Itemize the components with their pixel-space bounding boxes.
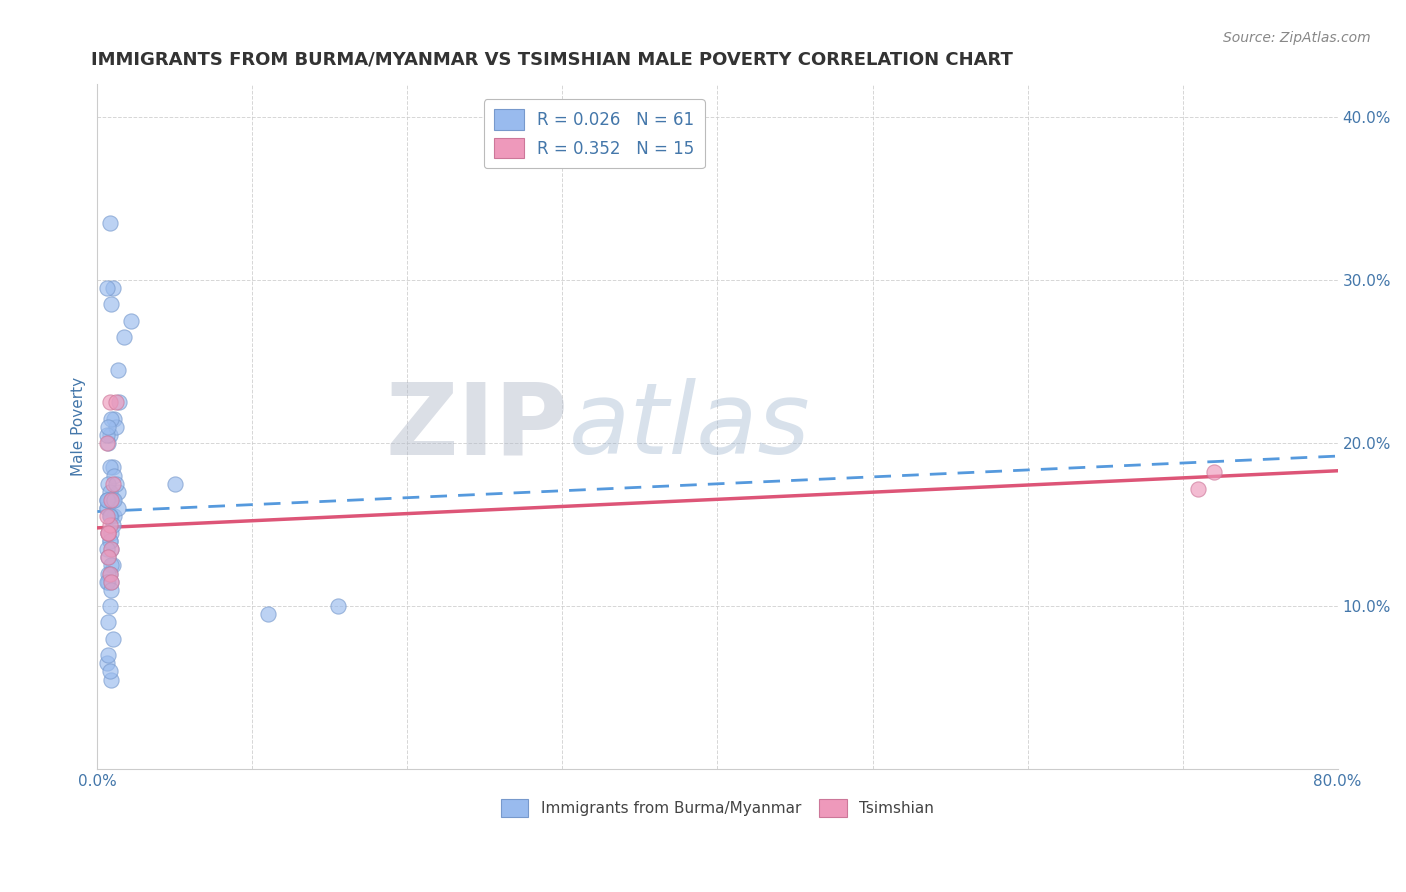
Point (98, 533, 121, 548)
Point (97, 436, 120, 450)
Point (97, 525, 120, 540)
Text: ZIP: ZIP (385, 378, 568, 475)
Point (101, 558, 124, 573)
Point (98, 533, 121, 548)
Point (96, 542, 118, 557)
Point (100, 525, 122, 540)
Point (100, 542, 122, 557)
Point (97, 525, 120, 540)
Point (103, 411, 125, 425)
Point (101, 476, 124, 491)
Point (97, 525, 120, 540)
Point (100, 509, 122, 524)
Point (97, 566, 120, 581)
Point (98, 460, 121, 475)
Point (97, 493, 120, 508)
Point (96, 501, 118, 516)
Point (96, 574, 118, 589)
Point (101, 632, 124, 646)
Point (96, 281, 118, 295)
Point (96, 493, 118, 508)
Point (163, 476, 186, 491)
Point (107, 501, 129, 516)
Point (96, 509, 118, 524)
Point (101, 281, 124, 295)
Point (100, 411, 122, 425)
Point (101, 493, 124, 508)
Point (100, 297, 122, 311)
Point (100, 542, 122, 557)
Text: IMMIGRANTS FROM BURMA/MYANMAR VS TSIMSHIAN MALE POVERTY CORRELATION CHART: IMMIGRANTS FROM BURMA/MYANMAR VS TSIMSHI… (91, 51, 1014, 69)
Point (107, 485, 129, 500)
Point (97, 419, 120, 434)
Point (103, 468, 125, 483)
Point (98, 566, 121, 581)
Point (97, 574, 120, 589)
Point (98, 599, 121, 614)
Point (96, 493, 118, 508)
Point (98, 566, 121, 581)
Point (326, 599, 349, 614)
Point (98, 485, 121, 500)
Point (100, 493, 122, 508)
Point (101, 517, 124, 532)
Point (100, 558, 122, 573)
Point (96, 501, 118, 516)
Point (100, 582, 122, 597)
Point (257, 607, 280, 622)
Point (100, 574, 122, 589)
Y-axis label: Male Poverty: Male Poverty (72, 377, 86, 476)
Point (97, 550, 120, 565)
Point (96, 428, 118, 442)
Point (103, 509, 125, 524)
Point (98, 216, 121, 230)
Point (100, 673, 122, 687)
Legend: Immigrants from Burma/Myanmar, Tsimshian: Immigrants from Burma/Myanmar, Tsimshian (495, 792, 941, 823)
Text: Source: ZipAtlas.com: Source: ZipAtlas.com (1223, 31, 1371, 45)
Point (104, 419, 127, 434)
Point (120, 314, 142, 328)
Point (1187, 482, 1209, 496)
Point (100, 493, 122, 508)
Point (104, 395, 127, 409)
Point (97, 550, 120, 565)
Point (104, 476, 127, 491)
Point (96, 657, 118, 671)
Point (107, 362, 129, 376)
Point (101, 460, 124, 475)
Point (108, 395, 131, 409)
Point (98, 428, 121, 442)
Point (112, 330, 135, 344)
Point (98, 665, 121, 679)
Point (1202, 466, 1225, 480)
Point (97, 648, 120, 662)
Point (100, 574, 122, 589)
Point (98, 517, 121, 532)
Point (103, 493, 125, 508)
Point (98, 509, 121, 524)
Point (97, 476, 120, 491)
Point (96, 436, 118, 450)
Text: atlas: atlas (568, 378, 810, 475)
Point (98, 509, 121, 524)
Point (97, 615, 120, 630)
Point (98, 395, 121, 409)
